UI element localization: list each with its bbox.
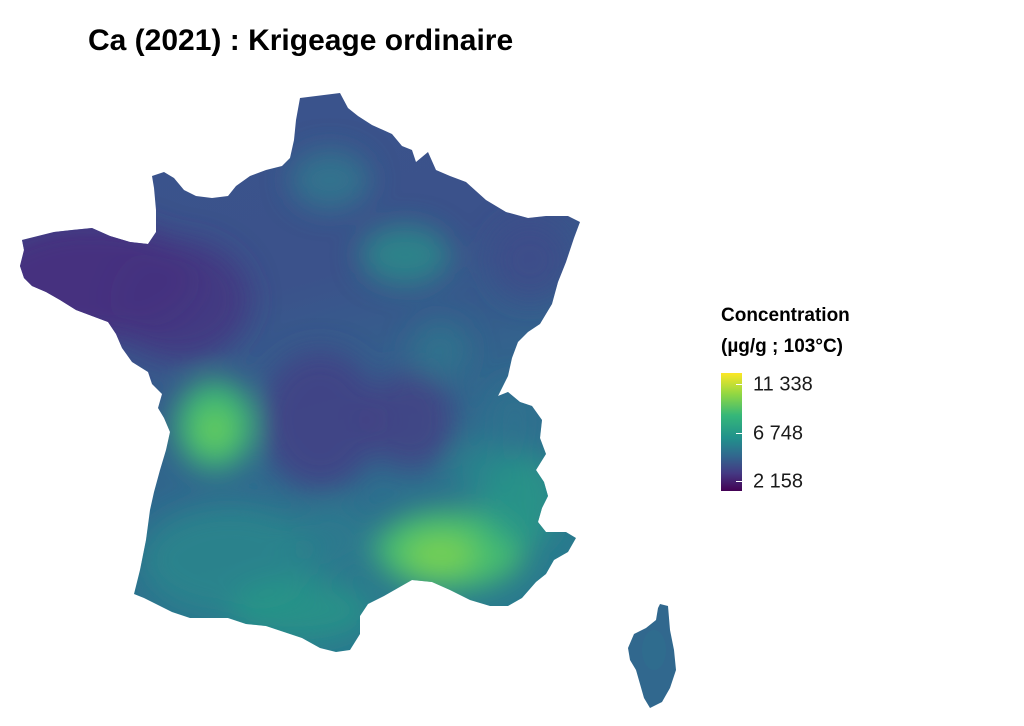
legend-label-low: 2 158 bbox=[753, 470, 804, 493]
legend-label-high: 11 338 bbox=[753, 373, 813, 396]
legend-label-mid: 6 748 bbox=[753, 422, 804, 445]
corsica bbox=[628, 604, 676, 708]
legend-tick-low bbox=[736, 481, 742, 482]
map-title: Ca (2021) : Krigeage ordinaire bbox=[88, 24, 514, 57]
legend-colorbar bbox=[721, 373, 742, 491]
legend-title-line1: Concentration bbox=[721, 305, 850, 326]
legend-title-line2: (µg/g ; 103°C) bbox=[721, 336, 843, 357]
legend-tick-high bbox=[736, 384, 742, 385]
france-mainland bbox=[20, 93, 580, 652]
legend-tick-mid bbox=[736, 433, 742, 434]
color-legend: Concentration (µg/g ; 103°C) 11 338 6 74… bbox=[721, 300, 921, 493]
